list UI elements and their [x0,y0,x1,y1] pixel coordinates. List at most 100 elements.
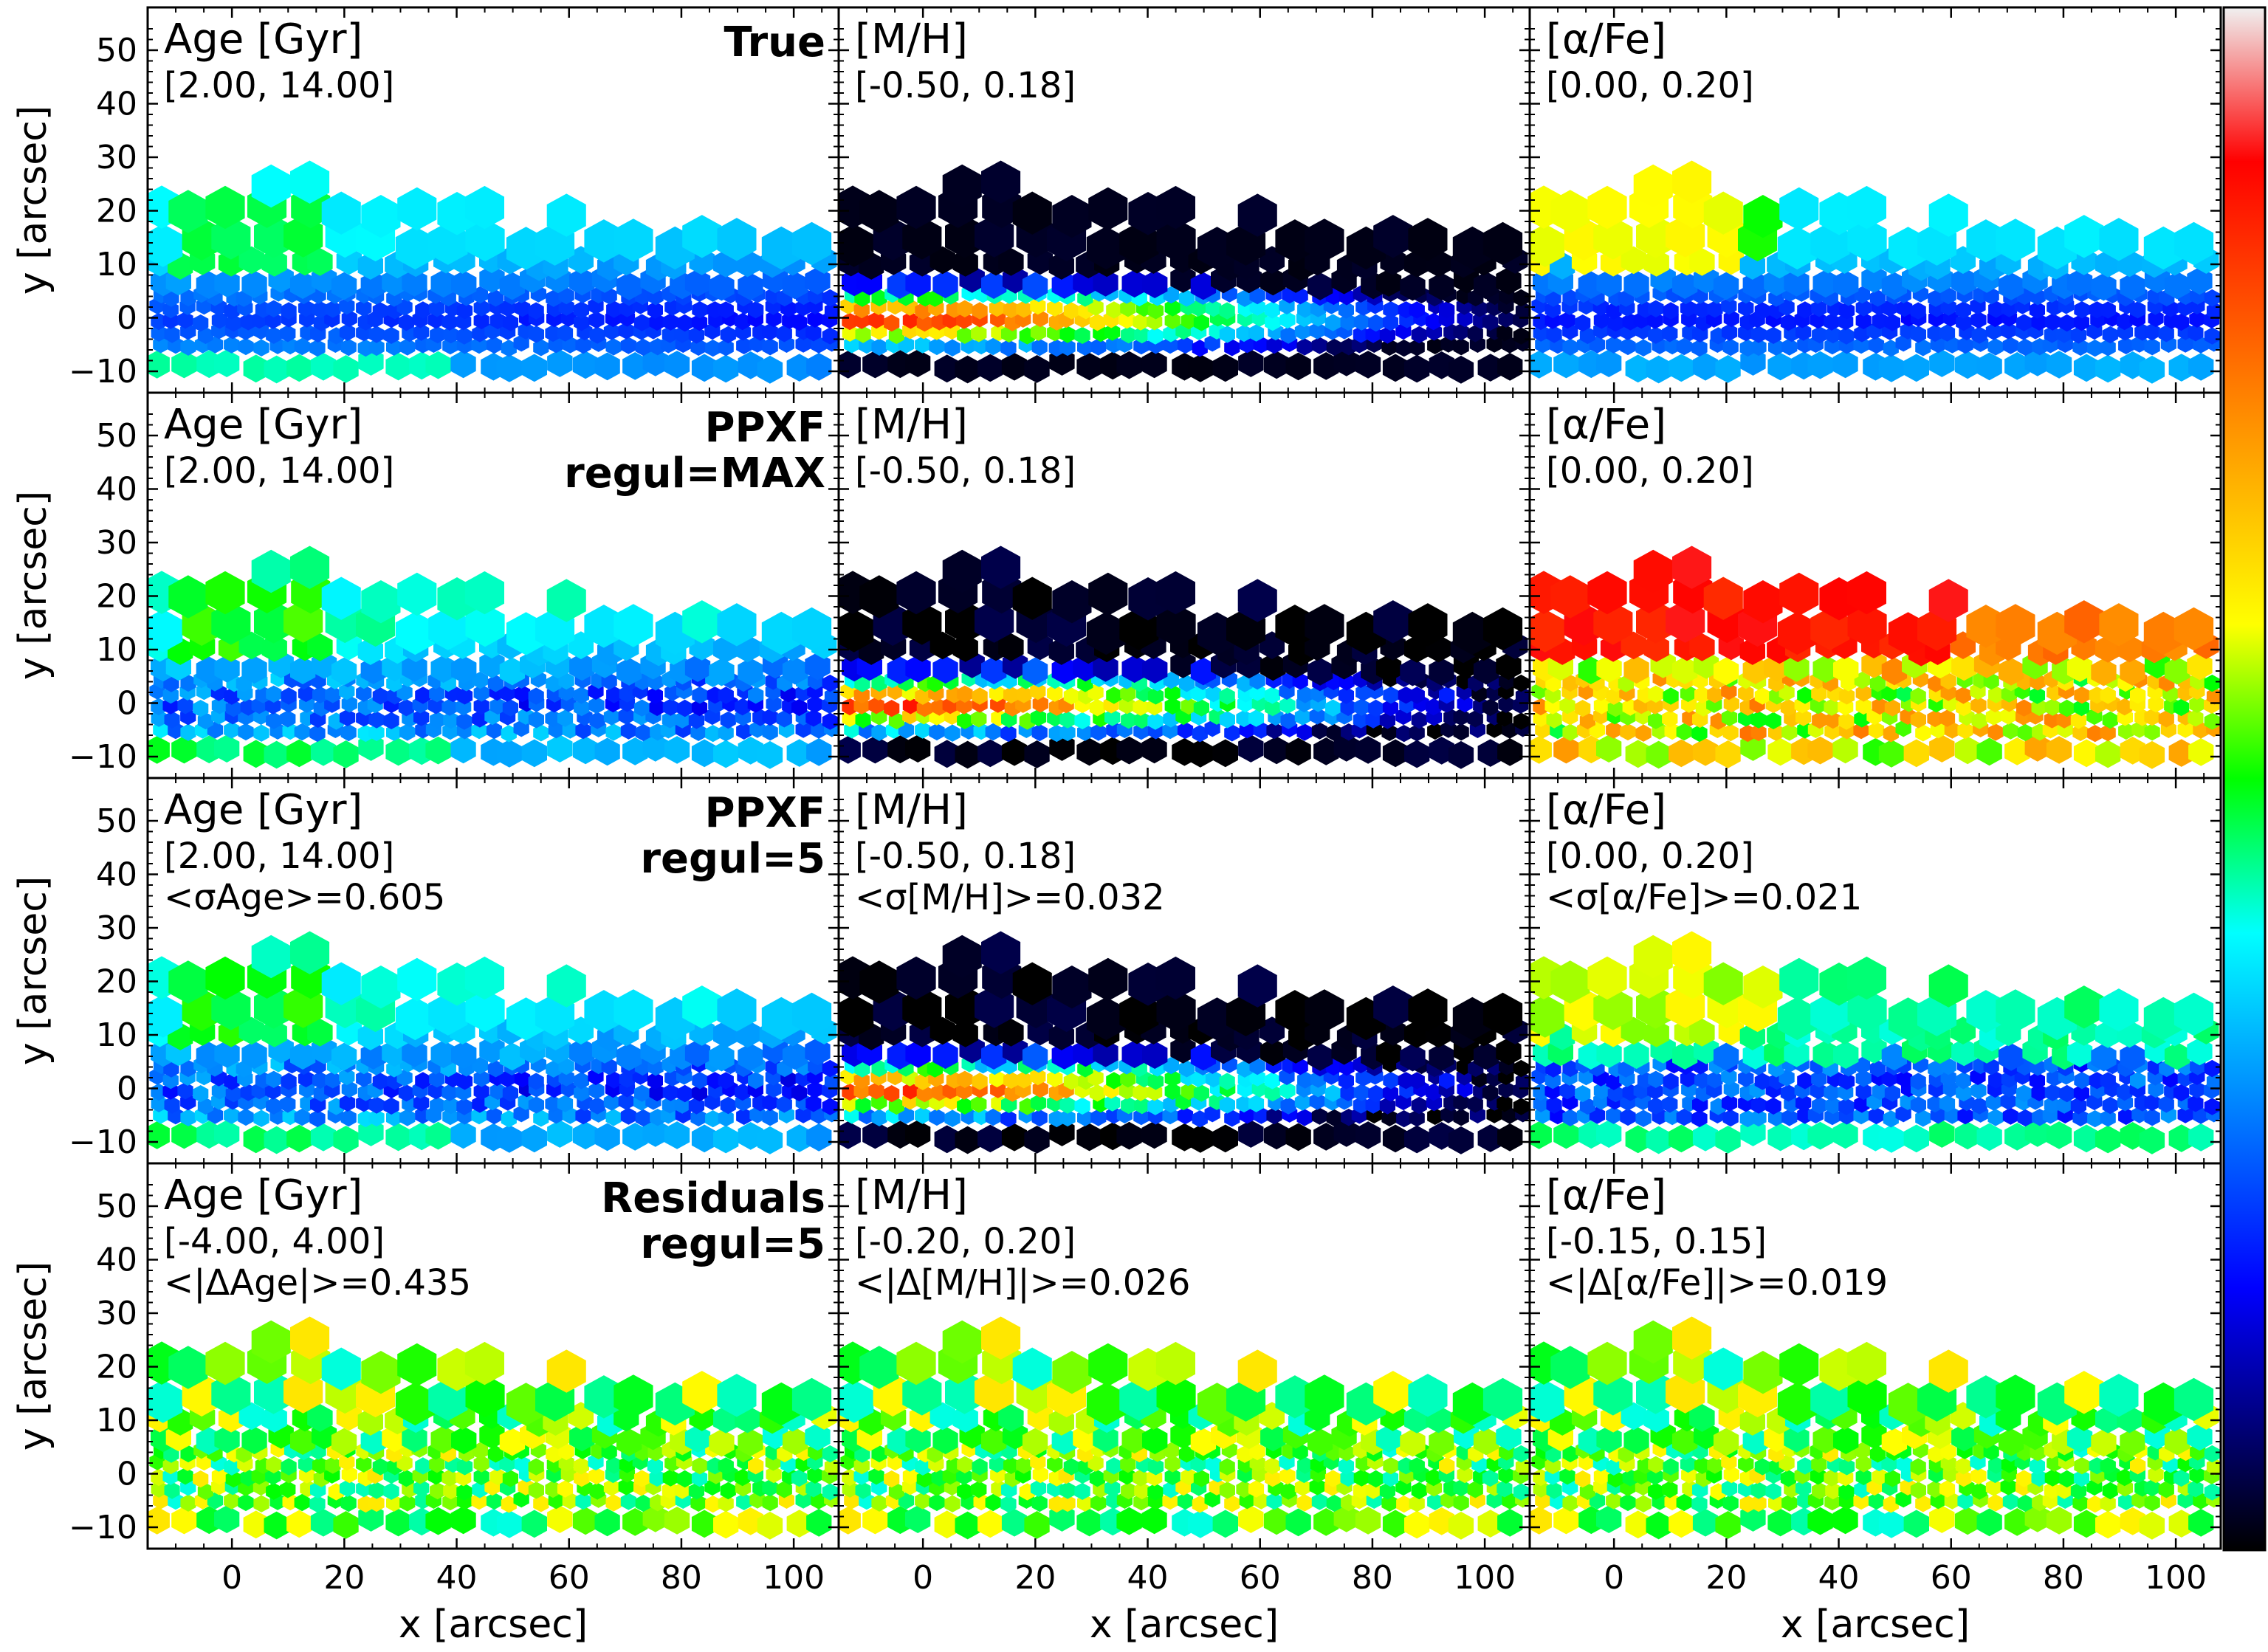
bin [1497,1123,1523,1152]
bin [934,1125,960,1154]
bin [2173,698,2190,717]
bin [1869,289,1886,307]
bin [211,1372,251,1416]
bin [929,1493,945,1512]
bin [957,1482,973,1500]
bin [1715,740,1741,768]
bin [664,351,690,379]
bin [956,1082,972,1100]
bin [1280,326,1296,344]
bin [331,657,357,686]
bin [713,1125,739,1154]
bin [1738,684,1754,702]
bin [385,1508,411,1537]
bin [1141,350,1167,379]
bin [2024,1118,2050,1147]
bin [1116,351,1142,379]
bin [325,686,341,703]
bin [1163,1481,1179,1498]
bin [1411,1481,1427,1500]
bin [331,1042,357,1071]
bin [385,352,411,381]
bin [1382,1084,1399,1102]
row-label: Residuals [601,1174,825,1222]
bin [806,1509,832,1537]
bin [1838,302,1855,320]
bin [736,722,752,740]
bin [1872,697,1888,715]
bin [1178,1060,1195,1078]
bin [2130,686,2146,704]
bin [973,1493,989,1511]
bin [1606,687,1622,705]
bin [397,572,437,616]
bin [957,712,973,729]
bin [1031,1494,1048,1512]
bin [1429,351,1454,379]
bin [1074,326,1090,344]
bin [298,684,315,703]
bin [1596,1039,1622,1068]
bin [1429,1507,1454,1535]
bin [1192,1496,1208,1513]
bin [1030,323,1047,341]
bin [1340,698,1356,716]
panel-range: [2.00, 14.00] [164,836,394,877]
bin [614,1374,653,1418]
bin [1086,997,1126,1041]
bin [214,1120,240,1148]
bin [1669,354,1694,382]
bin [929,337,945,356]
bin [473,1070,489,1087]
bin [1134,326,1150,344]
bin [1672,656,1698,684]
x-tick-label: 80 [661,1559,702,1597]
bin [2173,313,2190,331]
bin [2073,698,2090,717]
bin [1868,721,1885,740]
bin [1448,355,1474,384]
bin [1587,185,1627,230]
bin [1562,289,1578,307]
bin [805,266,831,295]
bin [211,602,251,645]
bin [383,1482,399,1500]
bin [368,723,385,742]
bin [197,326,213,345]
bin [1996,989,2035,1033]
bin [1409,724,1425,742]
bin [1940,1057,1956,1075]
bin [776,710,792,728]
bin [2100,339,2116,357]
bin [398,699,414,717]
bin [1353,1481,1370,1499]
bin [1313,737,1339,765]
bin [905,1120,931,1148]
bin [1966,219,2006,263]
bin [1910,1073,1926,1090]
bin [762,338,778,356]
bin [1133,1469,1149,1487]
bin [1635,339,1652,357]
bin [691,313,708,331]
bin [1238,1505,1264,1533]
bin [2016,699,2032,717]
bin [1383,301,1399,319]
bin [1593,987,1633,1030]
bin [558,286,574,305]
bin [168,575,208,619]
bin [1162,1107,1178,1125]
bin [1546,711,1562,729]
bin [1353,711,1370,729]
bin [718,1109,734,1127]
bin [692,301,708,319]
bin [1878,354,1905,382]
bin [180,1494,196,1512]
panel-title: Age [Gyr] [164,401,362,449]
bin [677,1470,693,1488]
bin [266,712,282,729]
bin [684,1039,711,1067]
bin [333,1126,359,1154]
bin [1237,289,1253,307]
row-label: PPXF [704,789,825,837]
